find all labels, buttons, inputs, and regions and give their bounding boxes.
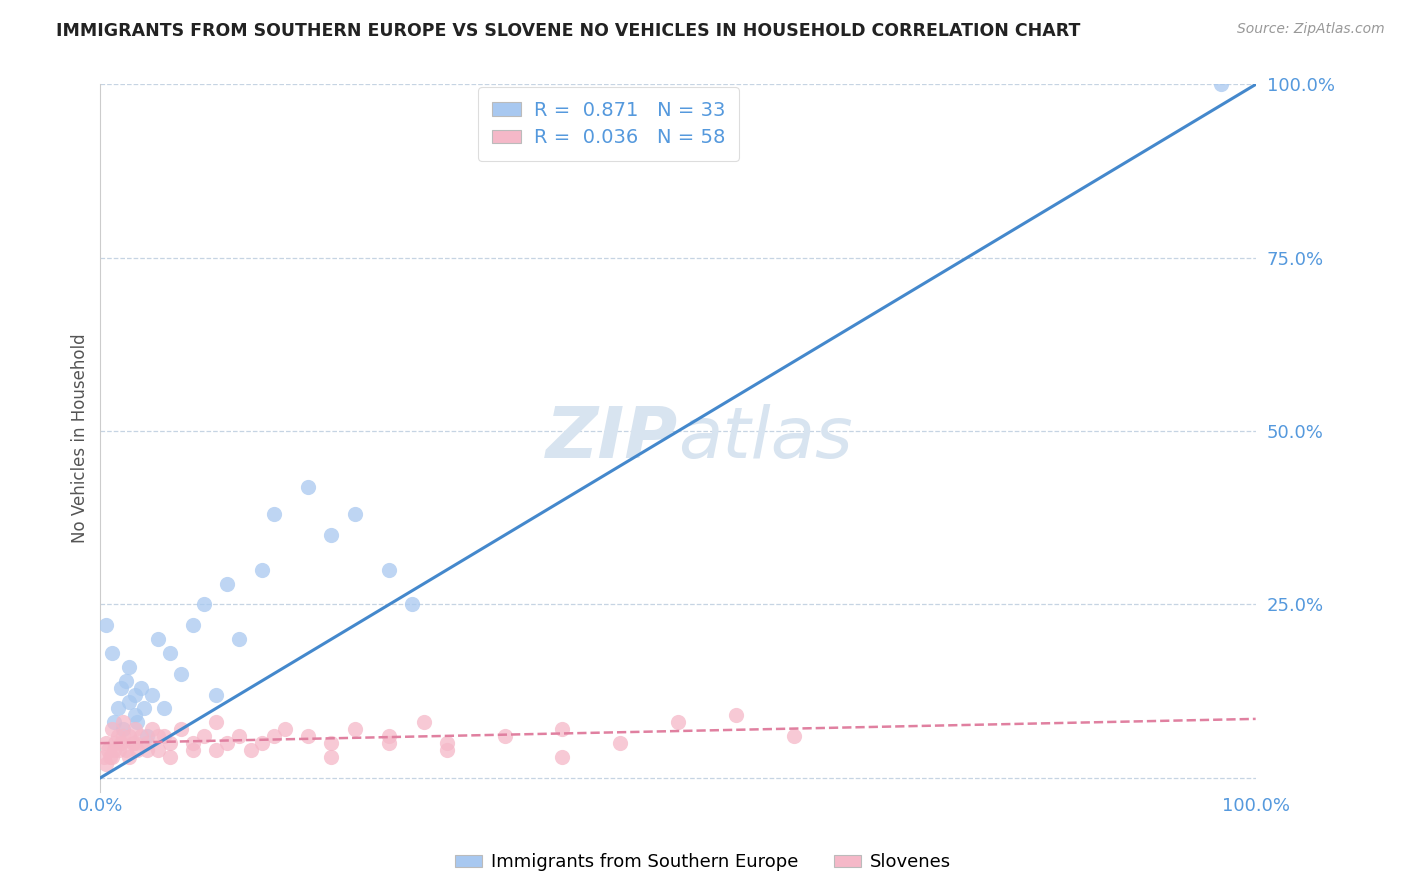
Point: [135, 743, 157, 757]
Point: [159, 750, 181, 764]
Point: [118, 729, 141, 743]
Point: [297, 729, 319, 743]
Point: [401, 598, 423, 612]
Point: [551, 750, 574, 764]
Text: Source: ZipAtlas.com: Source: ZipAtlas.com: [1237, 22, 1385, 37]
Point: [228, 729, 250, 743]
Point: [101, 723, 124, 737]
Point: [135, 729, 157, 743]
Point: [118, 750, 141, 764]
Point: [118, 695, 141, 709]
Point: [146, 632, 169, 647]
Point: [112, 715, 135, 730]
Point: [297, 480, 319, 494]
Point: [134, 701, 156, 715]
Point: [107, 701, 129, 715]
Point: [378, 729, 401, 743]
Point: [112, 723, 135, 737]
Point: [114, 673, 136, 688]
Point: [205, 743, 228, 757]
Point: [217, 576, 239, 591]
Point: [129, 681, 152, 695]
Point: [114, 743, 136, 757]
Point: [724, 708, 747, 723]
Point: [159, 736, 181, 750]
Point: [129, 729, 152, 743]
Point: [103, 715, 125, 730]
Point: [378, 563, 401, 577]
Point: [93, 750, 115, 764]
Point: [124, 723, 146, 737]
Point: [228, 632, 250, 647]
Text: atlas: atlas: [678, 403, 852, 473]
Point: [94, 756, 117, 771]
Point: [436, 736, 458, 750]
Point: [110, 681, 132, 695]
Point: [127, 743, 149, 757]
Point: [103, 743, 125, 757]
Point: [170, 723, 193, 737]
Point: [217, 736, 239, 750]
Point: [205, 715, 228, 730]
Point: [205, 688, 228, 702]
Point: [153, 701, 176, 715]
Point: [141, 723, 163, 737]
Legend: Immigrants from Southern Europe, Slovenes: Immigrants from Southern Europe, Slovene…: [447, 847, 959, 879]
Point: [159, 646, 181, 660]
Point: [412, 715, 434, 730]
Point: [118, 660, 141, 674]
Point: [124, 736, 146, 750]
Legend: R =  0.871   N = 33, R =  0.036   N = 58: R = 0.871 N = 33, R = 0.036 N = 58: [478, 87, 740, 161]
Point: [666, 715, 689, 730]
Point: [609, 736, 631, 750]
Point: [263, 508, 285, 522]
Point: [127, 715, 149, 730]
Point: [321, 736, 343, 750]
Text: ZIP: ZIP: [546, 403, 678, 473]
Point: [250, 736, 273, 750]
Point: [107, 729, 129, 743]
Point: [1209, 78, 1232, 92]
Point: [494, 729, 516, 743]
Point: [193, 729, 215, 743]
Point: [181, 618, 204, 632]
Point: [263, 729, 285, 743]
Point: [436, 743, 458, 757]
Point: [98, 750, 121, 764]
Point: [782, 729, 804, 743]
Point: [124, 708, 146, 723]
Point: [193, 598, 215, 612]
Point: [274, 723, 297, 737]
Point: [94, 736, 117, 750]
Point: [181, 736, 204, 750]
Point: [239, 743, 262, 757]
Point: [112, 729, 135, 743]
Y-axis label: No Vehicles in Household: No Vehicles in Household: [72, 334, 89, 543]
Point: [97, 743, 120, 757]
Point: [108, 743, 131, 757]
Point: [101, 646, 124, 660]
Point: [104, 736, 127, 750]
Point: [551, 723, 574, 737]
Point: [146, 743, 169, 757]
Point: [378, 736, 401, 750]
Point: [321, 528, 343, 542]
Point: [181, 743, 204, 757]
Point: [101, 750, 124, 764]
Point: [321, 750, 343, 764]
Point: [110, 736, 132, 750]
Point: [94, 618, 117, 632]
Point: [124, 688, 146, 702]
Point: [250, 563, 273, 577]
Point: [121, 736, 143, 750]
Point: [170, 666, 193, 681]
Point: [141, 688, 163, 702]
Point: [135, 736, 157, 750]
Point: [146, 729, 169, 743]
Point: [153, 729, 176, 743]
Point: [343, 723, 366, 737]
Point: [343, 508, 366, 522]
Text: IMMIGRANTS FROM SOUTHERN EUROPE VS SLOVENE NO VEHICLES IN HOUSEHOLD CORRELATION : IMMIGRANTS FROM SOUTHERN EUROPE VS SLOVE…: [56, 22, 1081, 40]
